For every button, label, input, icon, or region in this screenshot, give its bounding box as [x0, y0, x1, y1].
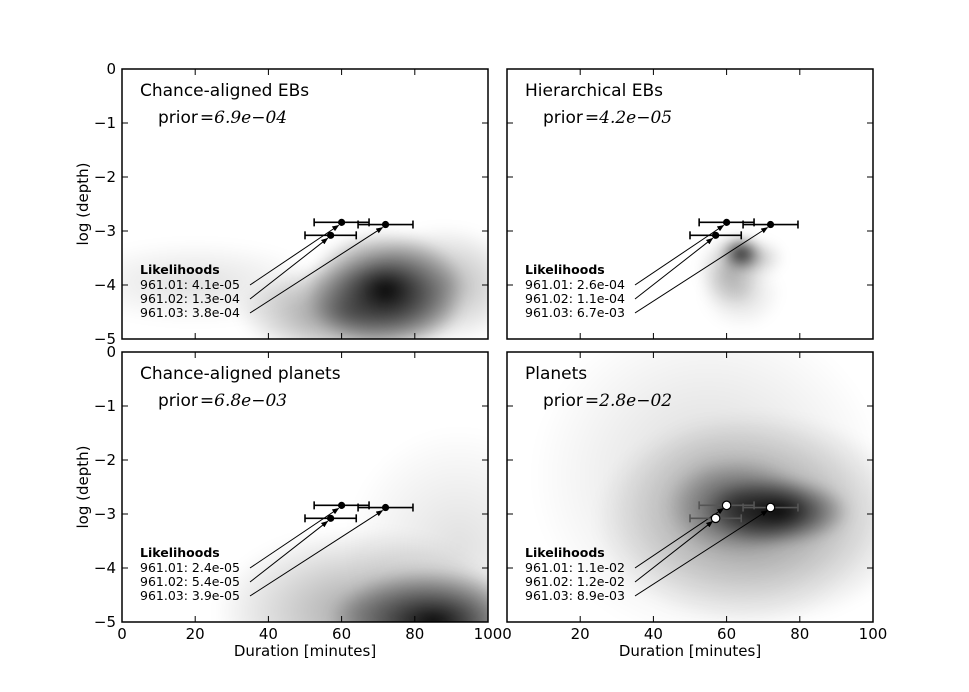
plot-area	[507, 69, 873, 339]
likelihood-row: 961.01: 1.1e-02	[525, 560, 625, 575]
likelihood-row: 961.01: 4.1e-05	[140, 277, 240, 292]
likelihood-row: 961.02: 1.2e-02	[525, 574, 625, 589]
candidate-point	[381, 220, 390, 229]
density-map	[698, 235, 784, 329]
x-tick-label: 0	[502, 625, 512, 643]
y-tick-label: −4	[94, 559, 116, 577]
candidate-arrow	[634, 520, 714, 583]
panel-3: 0 −1 −2 −3 −4 −5 log (depth) 0 20 40 60 80 100 Durati…	[74, 343, 503, 660]
panel-2: Hierarchical EBs prior =4.2e−05 Likelihoods…	[506, 68, 874, 340]
x-tick-label: 100	[859, 625, 888, 643]
likelihood-row: 961.02: 1.3e-04	[140, 291, 240, 306]
likelihoods-heading: Likelihoods	[140, 262, 220, 277]
y-tick-label: 0	[106, 60, 116, 78]
candidate-point	[710, 513, 721, 524]
plot-frame	[506, 68, 874, 340]
x-tick-label: 40	[644, 625, 663, 643]
likelihoods-heading: Likelihoods	[525, 545, 605, 560]
candidate-arrow	[634, 237, 714, 300]
x-axis-label: Duration [minutes]	[234, 642, 376, 660]
x-tick-label: 80	[790, 625, 809, 643]
candidate-arrow	[249, 510, 384, 597]
x-tick-label: 40	[259, 625, 278, 643]
y-tick-label: 0	[106, 343, 116, 361]
candidate-point	[327, 231, 335, 239]
candidate-point	[381, 503, 390, 512]
panel-title: Planets	[525, 364, 587, 384]
plot-frame	[506, 351, 874, 623]
x-tick-label: 100	[474, 625, 503, 643]
density-blob	[735, 240, 784, 276]
prior-label: prior =2.8e−02	[543, 391, 672, 411]
plot-frame	[121, 68, 489, 340]
likelihood-row: 961.03: 3.8e-04	[140, 305, 240, 320]
y-tick-label: −2	[94, 451, 116, 469]
candidate-point	[327, 514, 335, 522]
density-blob	[122, 240, 324, 324]
x-tick-label: 20	[571, 625, 590, 643]
panel-title: Chance-aligned planets	[140, 364, 341, 384]
y-tick-label: −1	[94, 397, 116, 415]
candidate-point	[766, 220, 775, 229]
x-tick-label: 60	[717, 625, 736, 643]
candidate-point	[721, 500, 732, 511]
y-axis-label: log (depth)	[74, 446, 92, 529]
candidate-arrow	[634, 510, 769, 597]
candidate-point	[765, 502, 776, 513]
x-tick-label: 80	[405, 625, 424, 643]
candidate-arrow	[249, 227, 384, 314]
y-axis-label: log (depth)	[74, 163, 92, 246]
likelihood-row: 961.03: 6.7e-03	[525, 305, 625, 320]
density-map	[122, 225, 488, 339]
candidate-point	[723, 218, 731, 226]
candidate-arrow	[634, 227, 769, 314]
candidate-point	[338, 501, 346, 509]
panel-1: 0 −1 −2 −3 −4 −5 log (depth) Chance-aligned EBs…	[74, 60, 489, 348]
likelihood-row: 961.02: 1.1e-04	[525, 291, 625, 306]
likelihood-row: 961.02: 5.4e-05	[140, 574, 240, 589]
candidate-point	[712, 231, 720, 239]
y-tick-label: −4	[94, 276, 116, 294]
x-tick-label: 60	[332, 625, 351, 643]
density-map	[531, 352, 873, 622]
prior-label: prior =6.8e−03	[158, 391, 287, 411]
likelihood-row: 961.03: 3.9e-05	[140, 588, 240, 603]
y-tick-label: −2	[94, 168, 116, 186]
density-blob	[531, 352, 873, 622]
x-tick-label: 0	[117, 625, 127, 643]
candidate-arrow	[249, 237, 329, 300]
y-tick-label: −3	[94, 222, 116, 240]
density-blob	[363, 225, 488, 339]
y-tick-label: −5	[94, 330, 116, 348]
density-map	[215, 427, 488, 622]
likelihood-row: 961.01: 2.6e-04	[525, 277, 625, 292]
likelihood-row: 961.03: 8.9e-03	[525, 588, 625, 603]
y-tick-label: −3	[94, 505, 116, 523]
panel-title: Chance-aligned EBs	[140, 81, 309, 101]
plot-frame	[121, 351, 489, 623]
likelihoods-heading: Likelihoods	[525, 262, 605, 277]
y-tick-label: −1	[94, 114, 116, 132]
density-blob	[346, 427, 488, 622]
prior-label: prior =6.9e−04	[158, 108, 287, 128]
x-axis-label: Duration [minutes]	[619, 642, 761, 660]
candidate-point	[338, 218, 346, 226]
likelihoods-heading: Likelihoods	[140, 545, 220, 560]
candidate-arrow	[249, 520, 329, 583]
prior-label: prior =4.2e−05	[543, 108, 672, 128]
panel-title: Hierarchical EBs	[525, 81, 663, 101]
y-tick-label: −5	[94, 613, 116, 631]
likelihood-row: 961.01: 2.4e-05	[140, 560, 240, 575]
panel-4: 0 20 40 60 80 100 Duration [minutes] Planets pri…	[502, 351, 888, 660]
x-tick-label: 20	[186, 625, 205, 643]
